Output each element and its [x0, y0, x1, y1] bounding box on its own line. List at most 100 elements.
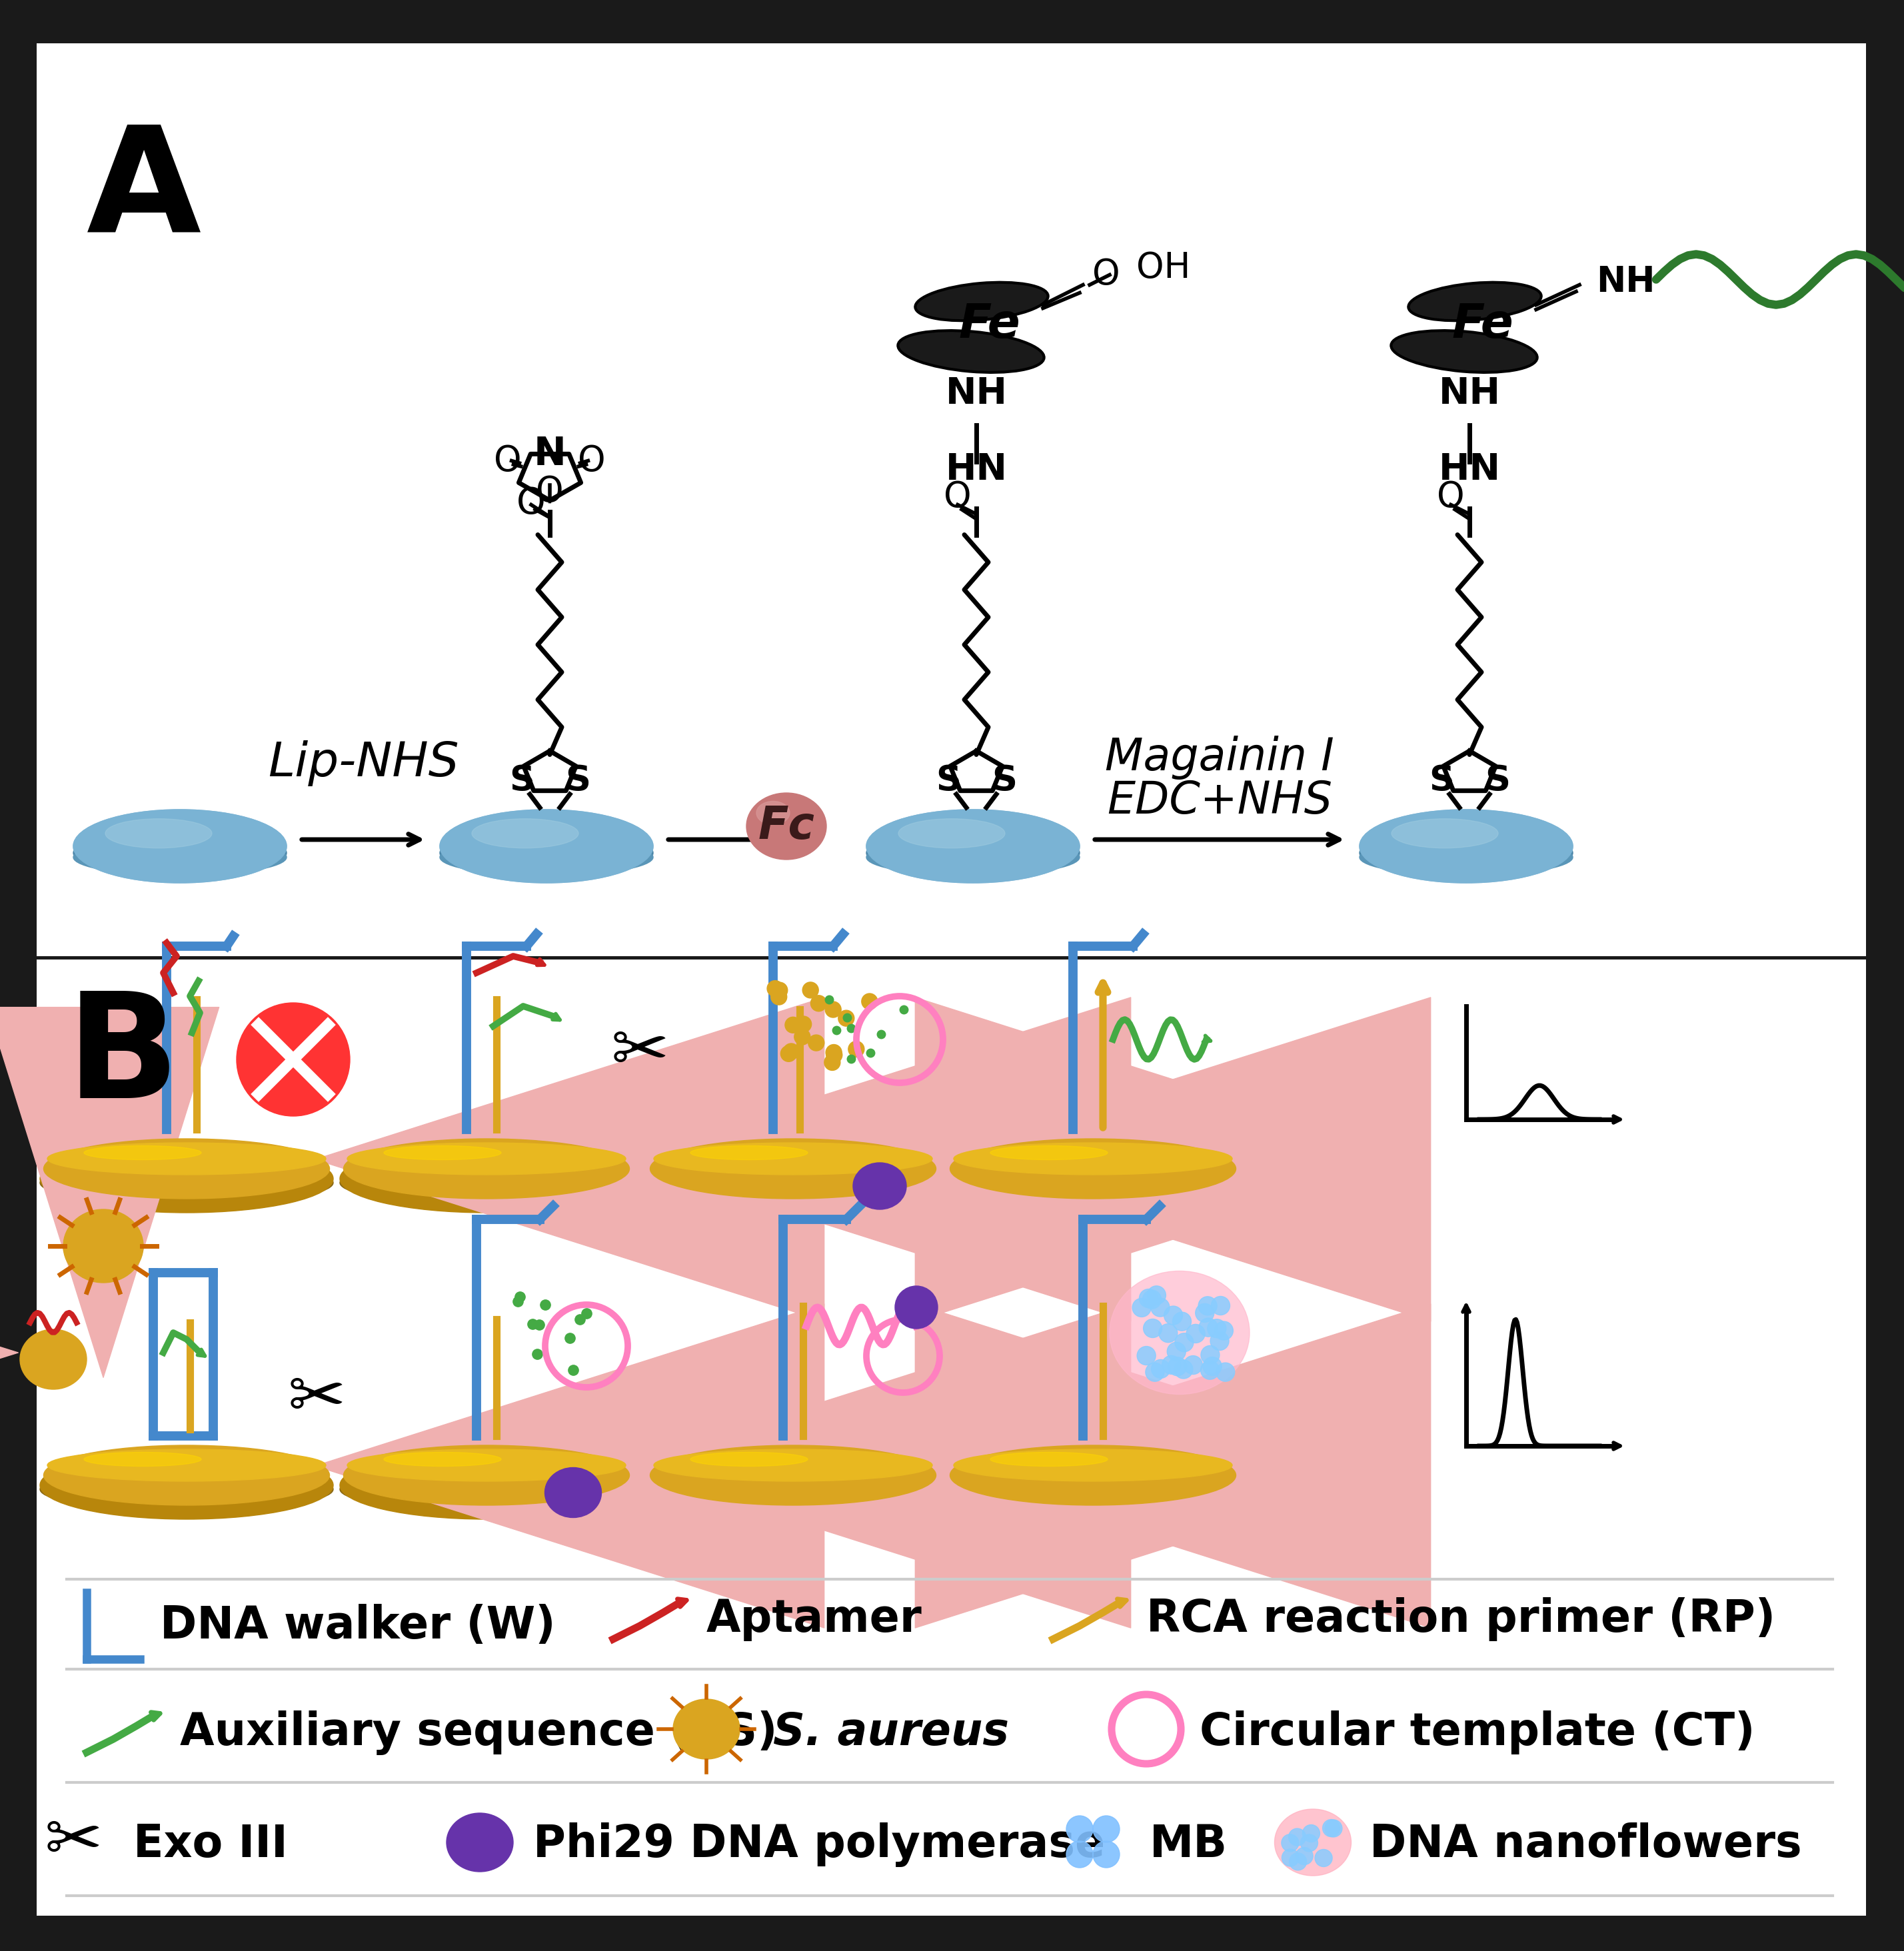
Ellipse shape [647, 1467, 941, 1512]
Ellipse shape [341, 1452, 634, 1520]
Ellipse shape [40, 1452, 333, 1520]
Circle shape [1211, 1295, 1230, 1315]
Ellipse shape [472, 819, 579, 849]
Ellipse shape [1359, 831, 1573, 874]
Ellipse shape [105, 819, 211, 849]
Text: S: S [565, 763, 590, 798]
Circle shape [1160, 1325, 1177, 1342]
Text: S: S [992, 763, 1017, 798]
Circle shape [1093, 1816, 1120, 1842]
Text: NH: NH [1439, 375, 1500, 412]
Ellipse shape [649, 1139, 937, 1198]
Text: O: O [493, 443, 522, 478]
Circle shape [1184, 1356, 1203, 1374]
Ellipse shape [899, 819, 1005, 849]
Circle shape [1146, 1364, 1163, 1381]
Circle shape [794, 1028, 811, 1046]
Text: DNA nanoflowers: DNA nanoflowers [1369, 1822, 1801, 1867]
Circle shape [1133, 1297, 1152, 1317]
Ellipse shape [385, 1145, 501, 1159]
Circle shape [1281, 1850, 1299, 1867]
Text: OH: OH [1137, 252, 1190, 285]
Circle shape [771, 981, 788, 999]
Text: ✂: ✂ [288, 1366, 347, 1432]
Circle shape [824, 1054, 840, 1071]
Text: S. aureus: S. aureus [773, 1711, 1009, 1754]
Circle shape [1300, 1834, 1318, 1851]
Circle shape [1323, 1820, 1340, 1836]
Text: Aptamer: Aptamer [706, 1598, 922, 1641]
Ellipse shape [946, 1452, 1240, 1520]
Circle shape [1325, 1820, 1342, 1838]
Ellipse shape [866, 810, 1080, 884]
Ellipse shape [84, 1452, 202, 1467]
Text: S: S [935, 763, 962, 798]
Ellipse shape [347, 1143, 626, 1175]
Ellipse shape [653, 1450, 933, 1481]
Ellipse shape [1359, 810, 1573, 884]
Circle shape [1186, 1325, 1205, 1342]
Ellipse shape [48, 1450, 326, 1481]
Circle shape [1144, 1319, 1161, 1338]
Circle shape [1289, 1853, 1306, 1871]
Circle shape [1163, 1305, 1182, 1325]
Ellipse shape [649, 1446, 937, 1506]
Text: MB: MB [1150, 1822, 1228, 1867]
Ellipse shape [916, 283, 1047, 320]
Text: Phi29 DNA polymerase: Phi29 DNA polymerase [533, 1822, 1104, 1867]
Circle shape [1316, 1850, 1333, 1867]
Ellipse shape [1110, 1270, 1249, 1395]
Circle shape [811, 995, 826, 1011]
Circle shape [1175, 1333, 1194, 1352]
Ellipse shape [440, 810, 653, 884]
Circle shape [1289, 1828, 1306, 1846]
Ellipse shape [74, 839, 288, 876]
Ellipse shape [341, 1145, 634, 1214]
Circle shape [895, 1286, 937, 1329]
Ellipse shape [674, 1699, 741, 1760]
Ellipse shape [1359, 839, 1573, 876]
Circle shape [1152, 1360, 1171, 1377]
Circle shape [826, 1048, 842, 1063]
Circle shape [1173, 1313, 1192, 1331]
Text: Fc: Fc [758, 804, 815, 849]
Text: ✂: ✂ [44, 1809, 103, 1877]
Circle shape [236, 1003, 350, 1116]
Text: O: O [1438, 480, 1464, 515]
Ellipse shape [44, 1446, 329, 1506]
Text: RCA reaction primer (RP): RCA reaction primer (RP) [1146, 1598, 1775, 1641]
Ellipse shape [853, 1163, 906, 1210]
Circle shape [1295, 1848, 1314, 1865]
Ellipse shape [990, 1145, 1108, 1159]
Ellipse shape [44, 1139, 329, 1198]
Circle shape [1167, 1358, 1186, 1375]
Ellipse shape [40, 1161, 333, 1204]
Ellipse shape [385, 1452, 501, 1467]
Ellipse shape [447, 1812, 514, 1871]
Circle shape [1281, 1834, 1299, 1851]
Ellipse shape [1392, 330, 1537, 373]
Text: S: S [1428, 763, 1455, 798]
Ellipse shape [691, 1452, 807, 1467]
Ellipse shape [74, 831, 288, 874]
Circle shape [784, 1016, 802, 1032]
Circle shape [1161, 1356, 1180, 1374]
Text: Lip-NHS: Lip-NHS [268, 739, 459, 786]
Circle shape [767, 981, 783, 997]
Ellipse shape [343, 1446, 630, 1506]
Ellipse shape [647, 1145, 941, 1214]
Ellipse shape [21, 1329, 88, 1389]
Ellipse shape [756, 802, 790, 825]
Ellipse shape [866, 839, 1080, 876]
Ellipse shape [946, 1161, 1240, 1204]
Ellipse shape [74, 810, 288, 884]
Ellipse shape [1409, 283, 1540, 320]
Text: O: O [535, 474, 564, 509]
Circle shape [1137, 1346, 1156, 1366]
Circle shape [1215, 1321, 1234, 1340]
Circle shape [849, 1042, 864, 1057]
Ellipse shape [653, 1143, 933, 1175]
Text: Exo III: Exo III [133, 1822, 288, 1867]
Circle shape [1203, 1358, 1222, 1375]
Text: S: S [508, 763, 535, 798]
